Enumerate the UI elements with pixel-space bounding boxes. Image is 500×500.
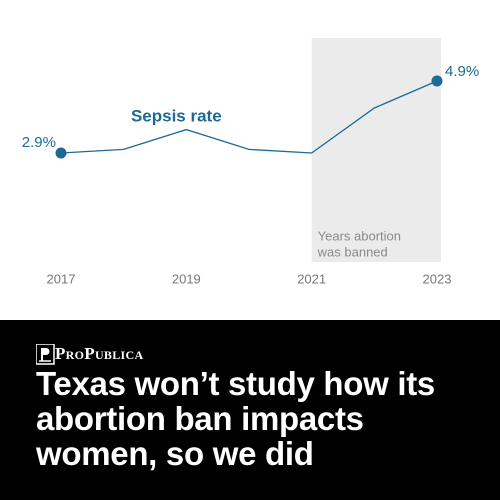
x-tick-label: 2021 <box>297 271 326 286</box>
point <box>431 75 443 87</box>
headline-line: abortion ban impacts <box>36 400 364 437</box>
brand: ProPublica <box>55 344 144 363</box>
annotation: was banned <box>317 244 388 259</box>
point <box>55 147 67 159</box>
headline: Texas won’t study how its abortion ban im… <box>36 366 435 471</box>
x-tick-label: 2019 <box>172 271 201 286</box>
x-tick-label: 2017 <box>47 271 76 286</box>
shaded-region <box>311 38 441 262</box>
headline-line: women, so we did <box>36 435 314 472</box>
headline-line: Texas won’t study how its <box>36 365 435 402</box>
annotation: Years abortion <box>318 228 401 243</box>
logo-icon <box>36 344 55 365</box>
series-label: Sepsis rate <box>131 106 222 125</box>
value-label: 2.9% <box>22 134 56 151</box>
banner: ProPublica Texas won’t study how its abor… <box>0 320 500 500</box>
x-tick-label: 2023 <box>423 271 452 286</box>
value-label: 4.9% <box>445 63 479 80</box>
line <box>60 80 438 154</box>
